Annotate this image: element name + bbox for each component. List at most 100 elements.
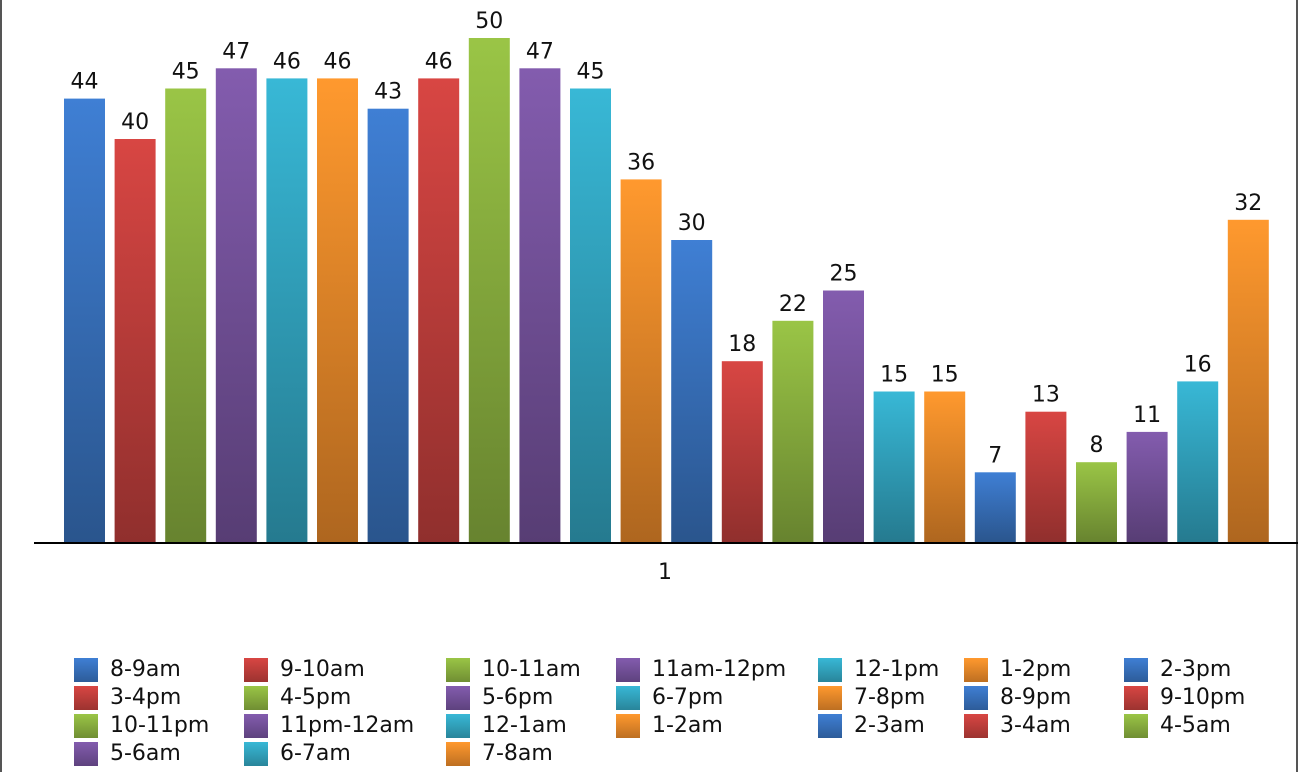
bar-2-3pm <box>367 108 409 543</box>
legend-item: 10-11am <box>446 656 616 683</box>
data-label-2-3pm: 43 <box>374 80 402 105</box>
bar-6-7am <box>1177 381 1219 543</box>
legend-swatch <box>1124 713 1148 738</box>
bar-11pm-12am <box>823 290 864 543</box>
legend-swatch <box>964 685 988 710</box>
legend-label: 10-11am <box>482 657 581 682</box>
data-label-8-9pm: 30 <box>678 211 706 236</box>
bar-1-2am <box>924 391 966 543</box>
bar-8-9am <box>64 98 105 543</box>
legend-item: 1-2pm <box>964 656 1124 683</box>
x-tick-label: 1 <box>658 560 672 585</box>
legend-label: 4-5pm <box>280 685 352 710</box>
bar-12-1am <box>873 391 915 543</box>
data-label-1-2am: 15 <box>931 363 959 388</box>
bar-10-11am <box>165 88 207 543</box>
legend-label: 6-7am <box>280 741 351 766</box>
bar-1-2pm <box>317 78 358 544</box>
legend-label: 9-10pm <box>1160 685 1246 710</box>
data-label-1-2pm: 46 <box>324 49 352 74</box>
legend-item: 12-1am <box>446 712 616 739</box>
legend-item: 11am-12pm <box>616 656 818 683</box>
data-label-4-5pm: 50 <box>475 9 503 34</box>
legend-swatch <box>616 657 640 682</box>
legend-item: 9-10am <box>244 656 446 683</box>
legend-label: 2-3am <box>854 713 925 738</box>
legend-item: 6-7pm <box>616 684 818 711</box>
legend-swatch <box>244 741 268 766</box>
legend-label: 7-8pm <box>854 685 926 710</box>
legend-label: 3-4am <box>1000 713 1071 738</box>
legend-item: 2-3am <box>818 712 964 739</box>
legend-label: 1-2pm <box>1000 657 1072 682</box>
legend-item: 8-9pm <box>964 684 1124 711</box>
data-label-8-9am: 44 <box>71 70 99 95</box>
legend: 8-9am 9-10am 10-11am 11am-12pm 12-1pm 1-2pm 2-… <box>74 656 1284 767</box>
legend-swatch <box>74 741 98 766</box>
data-label-10-11am: 45 <box>172 60 200 85</box>
legend-item: 1-2am <box>616 712 818 739</box>
legend-label: 6-7pm <box>652 685 724 710</box>
data-label-3-4am: 13 <box>1032 383 1060 408</box>
data-label-10-11pm: 22 <box>779 292 807 317</box>
legend-label: 9-10am <box>280 657 365 682</box>
bar-10-11pm <box>772 320 814 543</box>
legend-swatch <box>446 713 470 738</box>
data-label-4-5am: 8 <box>1090 433 1104 458</box>
bar-2-3am <box>974 472 1016 543</box>
bars-layer <box>64 38 1269 544</box>
legend-label: 5-6am <box>110 741 181 766</box>
legend-item: 11pm-12am <box>244 712 446 739</box>
legend-item: 12-1pm <box>818 656 964 683</box>
data-label-5-6pm: 47 <box>526 39 554 64</box>
bar-3-4am <box>1025 411 1067 543</box>
legend-swatch <box>818 657 842 682</box>
data-label-2-3am: 7 <box>988 443 1002 468</box>
legend-item: 3-4am <box>964 712 1124 739</box>
legend-swatch <box>1124 685 1148 710</box>
legend-label: 3-4pm <box>110 685 182 710</box>
bar-11am-12pm <box>215 68 257 544</box>
legend-label: 5-6pm <box>482 685 554 710</box>
legend-item: 10-11pm <box>74 712 244 739</box>
legend-item: 3-4pm <box>74 684 244 711</box>
bar-6-7pm <box>570 88 611 543</box>
legend-swatch <box>74 713 98 738</box>
legend-swatch <box>1124 657 1148 682</box>
bar-8-9pm <box>671 240 713 543</box>
legend-swatch <box>74 685 98 710</box>
legend-label: 10-11pm <box>110 713 210 738</box>
data-label-11pm-12am: 25 <box>830 262 858 287</box>
data-label-7-8pm: 36 <box>627 150 655 175</box>
legend-label: 11am-12pm <box>652 657 787 682</box>
bar-9-10pm <box>721 361 763 543</box>
data-label-9-10am: 40 <box>121 110 149 135</box>
legend-item: 9-10pm <box>1124 684 1284 711</box>
legend-swatch <box>616 685 640 710</box>
legend-swatch <box>74 657 98 682</box>
data-label-3-4pm: 46 <box>425 49 453 74</box>
legend-item: 8-9am <box>74 656 244 683</box>
legend-label: 4-5am <box>1160 713 1231 738</box>
bar-7-8am <box>1227 219 1269 544</box>
bar-9-10am <box>114 139 156 543</box>
data-labels-layer: 44 40 45 47 46 46 43 46 50 47 45 36 30 18 22 25 15 15 7 13 8… <box>71 9 1263 468</box>
legend-swatch <box>964 657 988 682</box>
bar-3-4pm <box>418 78 460 544</box>
bar-4-5pm <box>468 38 510 543</box>
legend-label: 11pm-12am <box>280 713 415 738</box>
legend-swatch <box>964 713 988 738</box>
legend-item: 7-8am <box>446 740 616 767</box>
legend-swatch <box>446 657 470 682</box>
legend-swatch <box>818 713 842 738</box>
data-label-11am-12pm: 47 <box>222 39 250 64</box>
data-label-6-7am: 16 <box>1184 352 1212 377</box>
legend-item: 6-7am <box>244 740 446 767</box>
bar-5-6pm <box>519 68 561 544</box>
legend-label: 1-2am <box>652 713 723 738</box>
bar-12-1pm <box>266 78 308 544</box>
legend-item: 4-5am <box>1124 712 1284 739</box>
legend-label: 12-1pm <box>854 657 940 682</box>
